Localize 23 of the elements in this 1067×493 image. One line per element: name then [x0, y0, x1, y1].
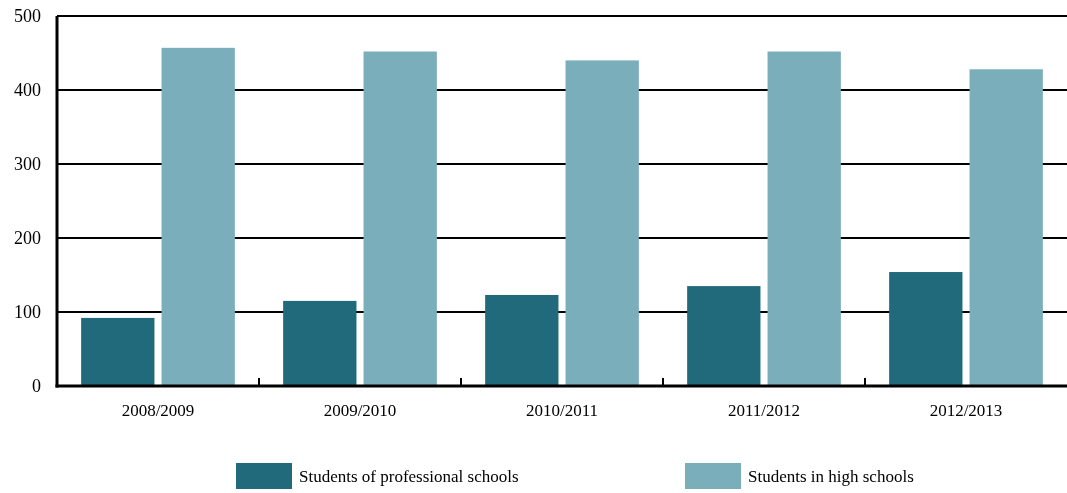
- bar: [889, 272, 963, 386]
- bar: [687, 286, 761, 386]
- x-tick-label: 2011/2012: [727, 401, 801, 420]
- legend-label: Students in high schools: [748, 467, 914, 486]
- x-tick-label: 2008/2009: [121, 401, 195, 420]
- y-tick-label: 200: [14, 228, 41, 249]
- bar: [969, 69, 1043, 386]
- bar: [363, 51, 437, 386]
- bar: [485, 294, 559, 386]
- y-tick-label: 100: [14, 302, 41, 323]
- y-tick-label: 300: [14, 154, 41, 175]
- y-tick-label: 500: [14, 6, 41, 27]
- x-tick-label: 2012/2013: [929, 401, 1003, 420]
- bar: [161, 47, 235, 386]
- bar: [81, 317, 155, 386]
- y-tick-label: 0: [32, 376, 41, 397]
- legend-label: Students of professional schools: [299, 467, 519, 486]
- x-tick-label: 2009/2010: [323, 401, 397, 420]
- x-tick-label: 2010/2011: [525, 401, 599, 420]
- bar: [767, 51, 841, 386]
- y-tick-label: 400: [14, 80, 41, 101]
- bar: [565, 60, 639, 386]
- bar: [283, 300, 357, 386]
